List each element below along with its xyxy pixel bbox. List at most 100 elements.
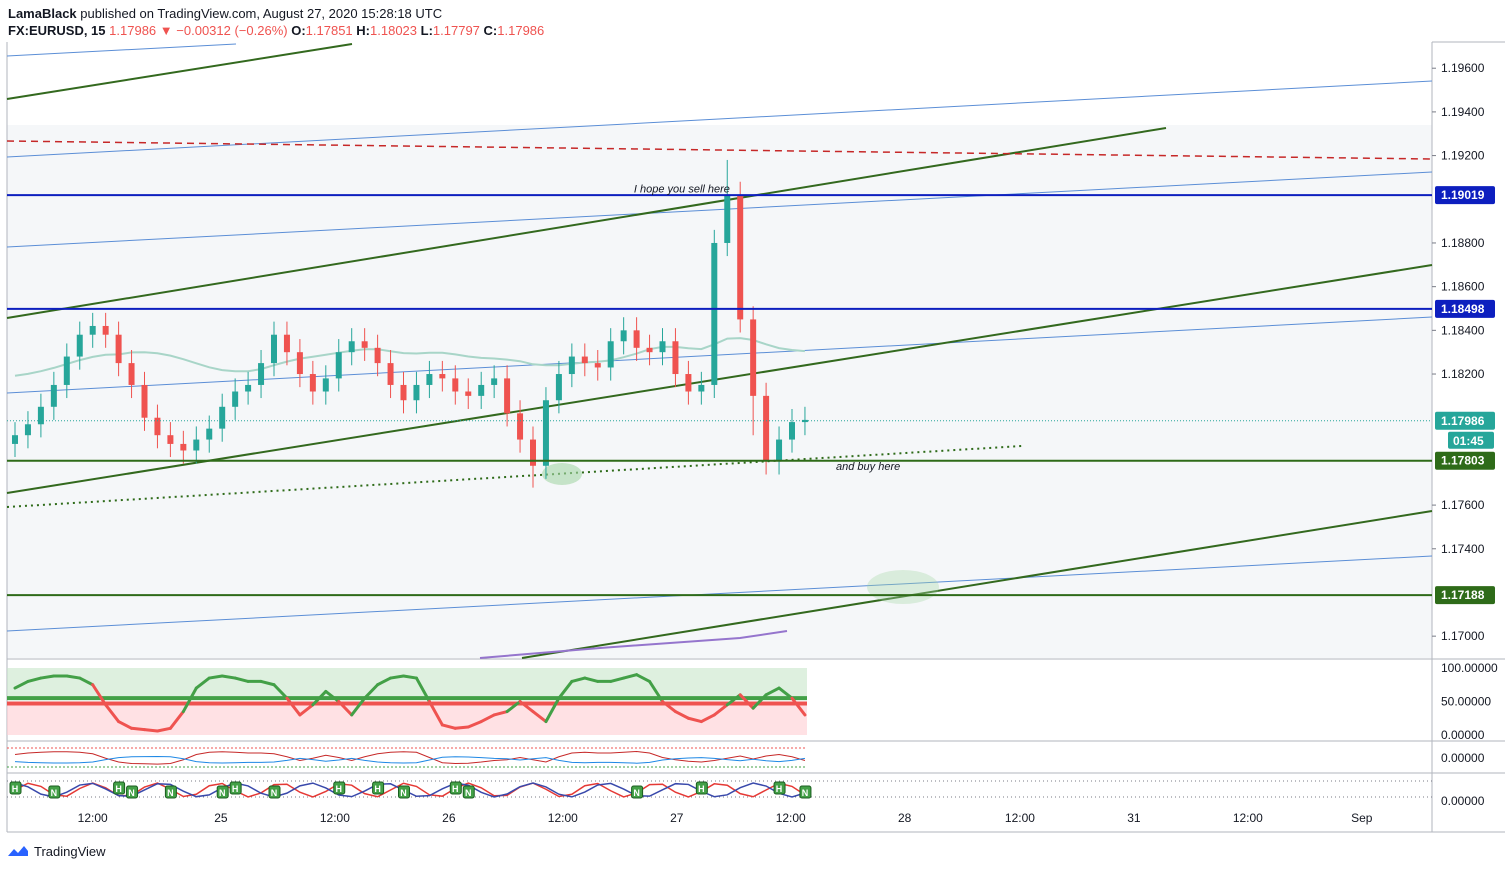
signal-marker <box>113 781 126 795</box>
rsi-segment <box>738 693 755 710</box>
signal-marker <box>462 785 475 799</box>
rsi-segment <box>505 700 522 714</box>
rsi-axis-label: 50.00000 <box>1441 695 1491 709</box>
signal-marker-label: H <box>374 784 381 794</box>
x-tick-label: 12:00 <box>78 811 108 825</box>
rsi-segment <box>648 679 664 703</box>
rsi-segment <box>712 703 729 717</box>
rsi-segment <box>78 676 95 687</box>
rsi-segment <box>130 726 146 732</box>
rsi-segment <box>414 676 431 703</box>
trend-line <box>6 43 237 57</box>
candle-body <box>37 406 44 425</box>
rsi-segment <box>259 679 276 687</box>
osc3-line-red <box>14 782 806 798</box>
rsi-segment <box>220 674 237 680</box>
x-tick-label: 12:00 <box>1233 811 1263 825</box>
x-tick-label: 12:00 <box>320 811 350 825</box>
candle-body <box>581 356 588 364</box>
rsi-segment <box>402 674 418 680</box>
publish-line: LamaBlack published on TradingView.com, … <box>8 5 544 22</box>
rsi-segment <box>427 700 444 727</box>
symbol-label[interactable]: FX:EURUSD, 15 <box>8 23 106 38</box>
candle-body <box>763 395 770 462</box>
rsi-segment <box>155 726 172 733</box>
candle-body <box>568 356 575 375</box>
signal-marker <box>164 785 177 799</box>
rsi-segment <box>686 716 703 724</box>
osc3-axis-label: 0.00000 <box>1441 794 1485 808</box>
candle-body <box>672 341 679 375</box>
candle-body <box>491 378 498 385</box>
trend-line <box>6 80 1433 158</box>
close-label: C: <box>483 23 498 38</box>
down-arrow-icon: ▼ <box>159 23 173 38</box>
brand-name[interactable]: TradingView <box>34 843 106 859</box>
x-tick-label: 26 <box>442 811 456 825</box>
signal-marker-label: N <box>802 788 809 798</box>
y-tick-label: 1.17600 <box>1441 498 1485 512</box>
candle-body <box>452 378 459 392</box>
signal-marker <box>333 781 346 795</box>
rsi-segment <box>661 700 677 714</box>
candle-body <box>154 417 161 436</box>
author-name[interactable]: LamaBlack <box>8 6 77 21</box>
rsi-segment <box>635 673 652 683</box>
candle-body <box>271 334 277 364</box>
candle-body <box>89 325 96 335</box>
signal-marker-label: H <box>452 784 459 794</box>
rsi-overbought-band <box>7 668 807 701</box>
rsi-segment <box>91 683 108 707</box>
candle-body <box>232 391 239 407</box>
candle-body <box>737 194 744 320</box>
trend-line <box>6 43 353 100</box>
ohlc-line: FX:EURUSD, 15 1.17986 ▼ −0.00312 (−0.26%… <box>8 22 544 39</box>
rsi-segment <box>376 676 393 687</box>
trend-line <box>6 264 1433 494</box>
rsi-axis-label: 100.00000 <box>1441 661 1498 675</box>
candle-body <box>711 242 718 385</box>
osc2-axis-label: 0.00000 <box>1441 751 1485 765</box>
x-tick-label: 12:00 <box>548 811 578 825</box>
last-price: 1.17986 <box>109 23 157 38</box>
rsi-segment <box>583 676 600 683</box>
candle-body <box>478 384 485 396</box>
candle-body <box>374 347 381 364</box>
rsi-segment <box>117 720 134 730</box>
rsi-segment <box>557 679 574 700</box>
rsi-segment <box>285 696 302 717</box>
signal-marker <box>229 781 242 795</box>
rsi-segment <box>531 710 548 724</box>
rsi-segment <box>699 713 716 724</box>
price-level-tag <box>1435 299 1495 318</box>
price-level-label: 1.17803 <box>1441 454 1485 468</box>
trend-line <box>6 316 1433 394</box>
candle-body <box>439 374 446 379</box>
rsi-segment <box>790 696 807 717</box>
candle-body <box>620 330 627 342</box>
target-zone-ellipse <box>867 570 939 604</box>
annotation-text: and buy here <box>836 461 900 473</box>
x-tick-label: 27 <box>670 811 684 825</box>
range-shading <box>7 125 1432 658</box>
candle-body <box>50 384 57 407</box>
last-price-label: 1.17986 <box>1441 414 1485 428</box>
signal-marker-label: H <box>698 784 705 794</box>
rsi-segment <box>725 693 742 707</box>
candle-body <box>193 439 200 451</box>
candle-body <box>219 406 226 429</box>
x-tick-label: Sep <box>1351 811 1373 825</box>
y-tick-label: 1.17000 <box>1441 629 1485 643</box>
dotted-support-line <box>6 445 1023 508</box>
candle-body <box>128 363 135 385</box>
rsi-segment <box>39 674 56 680</box>
signal-marker <box>398 785 410 799</box>
candle-body <box>698 384 705 392</box>
candle-body <box>607 341 614 368</box>
rsi-segment <box>168 710 185 730</box>
signal-marker <box>773 781 786 795</box>
candle-body <box>258 363 265 385</box>
x-tick-label: 12:00 <box>776 811 806 825</box>
osc2-line-blue <box>14 755 806 764</box>
